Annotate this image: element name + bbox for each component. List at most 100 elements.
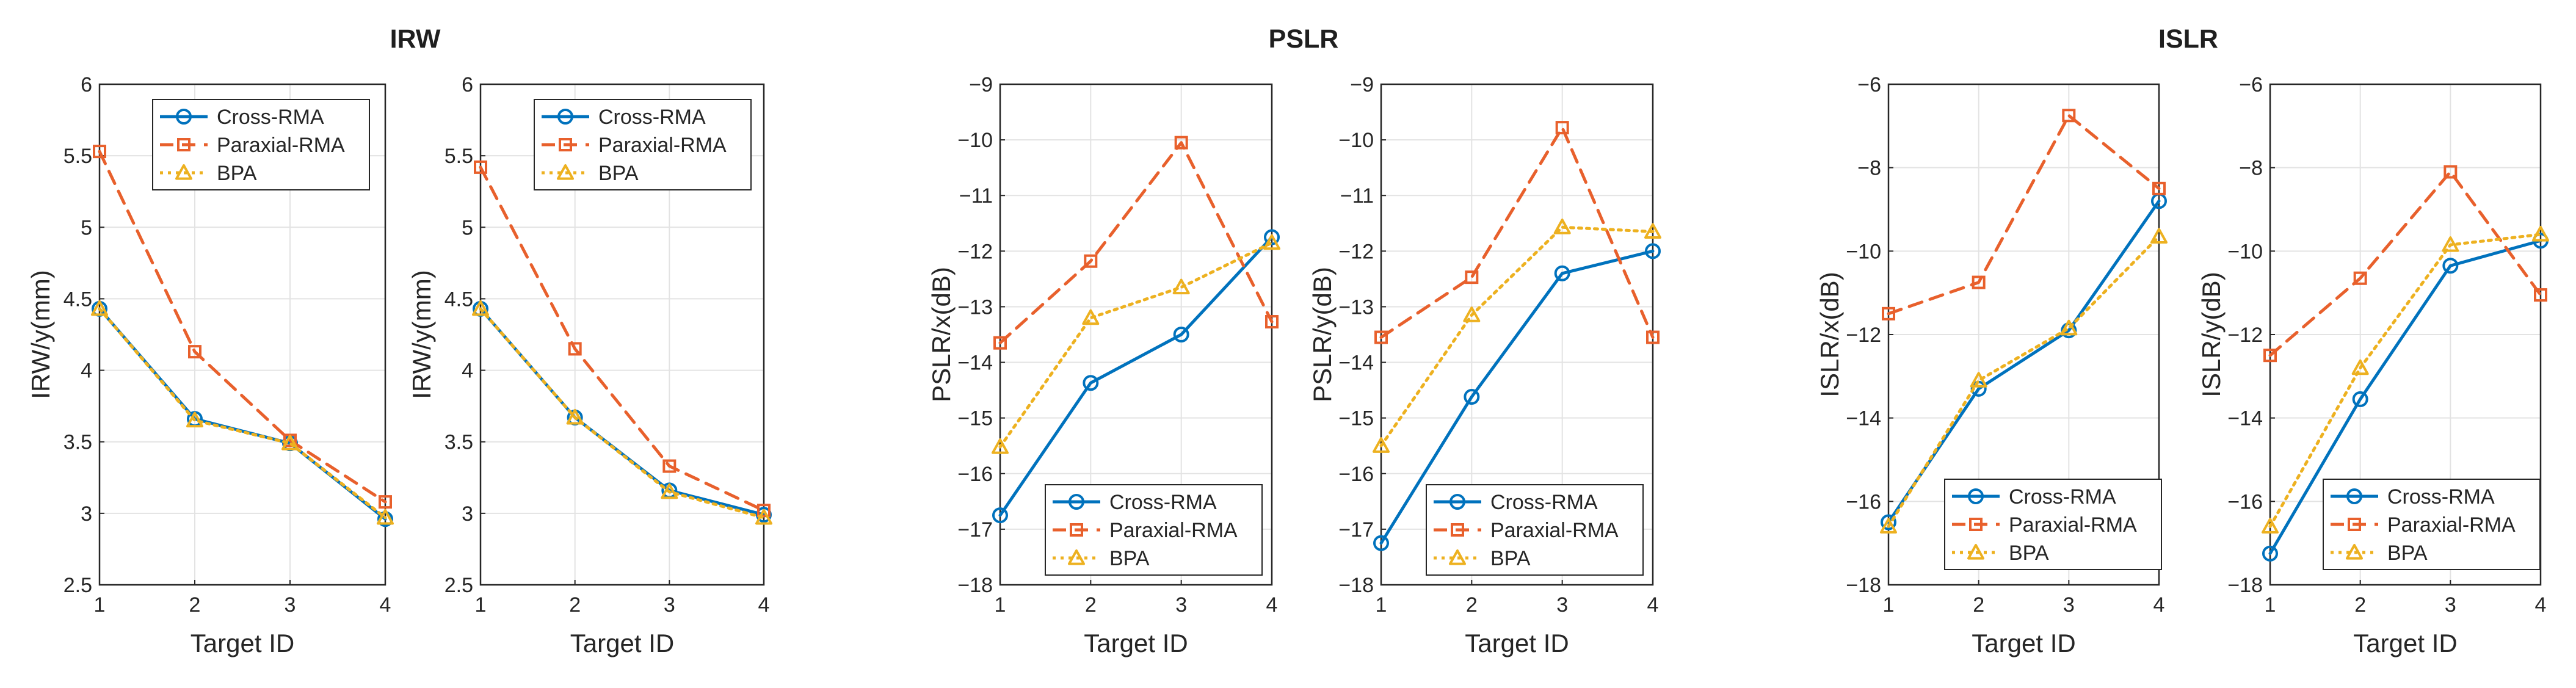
y-tick-label: −6 (2239, 73, 2263, 96)
series-line-cross (1887, 199, 2161, 524)
data-point-paraxial (1174, 136, 1188, 150)
y-tick-label: 6 (462, 73, 473, 96)
legend-label-cross: Cross-RMA (217, 106, 324, 129)
data-point-cross (2442, 258, 2459, 274)
y-axis-label: IRW/y(mm) (26, 270, 55, 399)
data-point-cross (2061, 322, 2077, 339)
y-tick-label: −16 (1338, 463, 1374, 486)
y-tick-label: −8 (1857, 157, 1881, 180)
data-point-paraxial (2534, 288, 2547, 302)
data-point-paraxial (993, 336, 1007, 350)
legend-marker-bpa (175, 164, 192, 180)
series-cross (1373, 243, 1661, 551)
legend-marker-paraxial (1070, 523, 1083, 537)
series-line-paraxial (98, 150, 387, 504)
x-axis-label: Target ID (190, 629, 294, 657)
legend-label-bpa: BPA (2387, 541, 2428, 565)
data-point-cross (1645, 243, 1661, 259)
legend-label-bpa: BPA (2009, 541, 2049, 565)
legend-label-cross: Cross-RMA (1490, 491, 1598, 514)
y-tick-label: −16 (957, 463, 993, 486)
x-tick-label: 2 (569, 593, 581, 617)
series-bpa (472, 300, 772, 525)
legend-marker-bpa (1967, 544, 1984, 560)
legend-marker-bpa (1449, 549, 1466, 565)
y-tick-label: −10 (2227, 240, 2263, 263)
legend-marker-paraxial (559, 138, 572, 151)
data-point-paraxial (2062, 109, 2076, 123)
data-point-bpa (377, 509, 394, 525)
y-tick-label: −10 (1846, 240, 1881, 263)
data-point-paraxial (2152, 181, 2166, 195)
data-point-bpa (472, 300, 489, 316)
legend-marker-cross (1968, 488, 1984, 504)
series-bpa (992, 234, 1280, 454)
series-line-cross (998, 236, 1274, 517)
y-axis-label: PSLR/x(dB) (927, 267, 956, 402)
data-point-cross (1264, 229, 1280, 245)
data-point-bpa (1172, 278, 1190, 295)
y-tick-label: −14 (957, 352, 993, 375)
x-axis-label: Target ID (570, 629, 674, 657)
legend-label-bpa: BPA (1109, 547, 1150, 570)
series-paraxial (1882, 109, 2166, 320)
x-tick-label: 1 (94, 593, 106, 617)
legend-label-cross: Cross-RMA (1109, 491, 1217, 514)
y-axis-label: PSLR/y(dB) (1308, 267, 1337, 402)
y-tick-label: −12 (957, 240, 993, 263)
data-point-cross (1173, 327, 1189, 342)
legend: Cross-RMA Paraxial-RMA BPA (1426, 484, 1644, 576)
y-tick-label: −12 (2227, 324, 2263, 347)
data-point-bpa (281, 435, 299, 451)
data-point-bpa (2442, 236, 2459, 252)
y-tick-label: 5.5 (444, 145, 473, 168)
group-title-islr: ISLR (2158, 24, 2218, 54)
legend: Cross-RMA Paraxial-RMA BPA (1944, 479, 2162, 570)
x-tick-label: 1 (995, 593, 1006, 617)
y-axis-label: ISLR/x(dB) (1815, 272, 1844, 397)
data-point-bpa (2262, 518, 2279, 534)
y-tick-label: 5 (462, 216, 473, 239)
y-tick-label: −14 (2227, 407, 2263, 430)
y-tick-label: 4.5 (63, 288, 92, 311)
data-point-cross (1373, 535, 1389, 551)
x-tick-label: 1 (2265, 593, 2276, 617)
series-bpa (2262, 226, 2549, 534)
x-tick-label: 2 (189, 593, 201, 617)
x-tick-label: 3 (285, 593, 296, 617)
series-paraxial (2263, 165, 2547, 363)
data-point-paraxial (2353, 271, 2367, 285)
legend-marker-cross (557, 109, 573, 125)
data-point-paraxial (93, 145, 106, 159)
y-tick-label: −16 (2227, 490, 2263, 513)
data-point-bpa (1553, 219, 1571, 234)
data-point-bpa (1463, 306, 1481, 322)
x-tick-label: 3 (1556, 593, 1568, 617)
legend-label-cross: Cross-RMA (2009, 485, 2116, 509)
legend-label-bpa: BPA (217, 162, 257, 185)
series-bpa (91, 300, 394, 525)
legend-marker-bpa (1068, 549, 1085, 565)
y-axis-label: ISLR/y(dB) (2197, 272, 2226, 397)
data-point-cross (1881, 514, 1896, 530)
y-tick-label: −17 (957, 518, 993, 541)
y-tick-label: −10 (1338, 129, 1374, 152)
data-point-paraxial (474, 160, 487, 174)
data-point-cross (1554, 265, 1570, 281)
series-bpa (1373, 219, 1661, 453)
data-point-bpa (1644, 223, 1661, 239)
legend-label-paraxial: Paraxial-RMA (1490, 519, 1619, 542)
y-tick-label: 3.5 (444, 431, 473, 454)
chart-irw-y: 2.5 3 3.5 4 4.5 5 5.5 6 1 2 3 4 Target ID IRW/y(mm) Cr… (407, 73, 772, 657)
x-tick-label: 2 (1466, 593, 1478, 617)
series-line-cross (1379, 249, 1655, 545)
series-line-bpa (998, 241, 1274, 449)
legend-label-paraxial: Paraxial-RMA (2009, 513, 2137, 537)
data-point-cross (1464, 389, 1480, 405)
y-tick-label: −9 (1350, 73, 1374, 96)
data-point-bpa (2150, 228, 2168, 244)
legend: Cross-RMA Paraxial-RMA BPA (534, 99, 752, 190)
y-tick-label: −18 (2227, 574, 2263, 597)
y-tick-label: −14 (1846, 407, 1881, 430)
